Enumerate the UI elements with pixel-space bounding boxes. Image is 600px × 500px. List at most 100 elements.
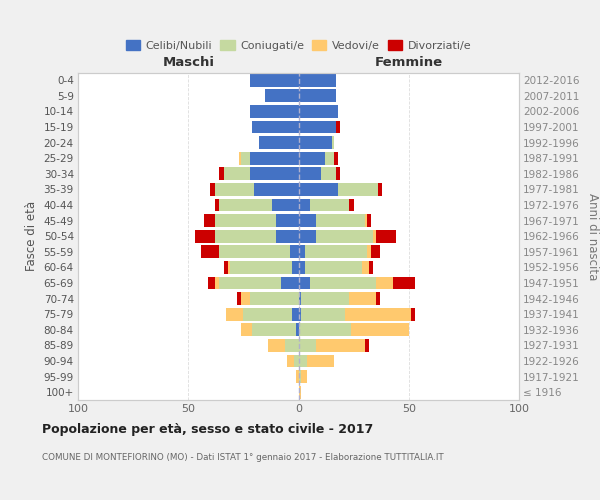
Bar: [208, 276, 215, 289]
Bar: [252, 324, 296, 336]
Bar: [265, 90, 299, 102]
Bar: [277, 214, 299, 227]
Bar: [219, 246, 290, 258]
Bar: [305, 261, 362, 274]
Bar: [219, 198, 272, 211]
Bar: [371, 246, 380, 258]
Bar: [195, 230, 215, 242]
Bar: [332, 136, 334, 149]
Bar: [250, 168, 299, 180]
Bar: [290, 246, 299, 258]
Bar: [310, 276, 376, 289]
Bar: [254, 183, 299, 196]
Bar: [376, 230, 395, 242]
Bar: [365, 339, 369, 352]
Bar: [349, 292, 376, 305]
Bar: [367, 246, 371, 258]
Bar: [336, 168, 340, 180]
Bar: [285, 339, 299, 352]
Bar: [250, 292, 299, 305]
Bar: [320, 168, 336, 180]
Bar: [369, 261, 373, 274]
Bar: [296, 370, 299, 383]
Bar: [277, 230, 299, 242]
Bar: [244, 308, 292, 320]
Bar: [301, 292, 349, 305]
Bar: [299, 74, 336, 86]
Bar: [336, 120, 340, 134]
Bar: [367, 214, 371, 227]
Bar: [211, 183, 215, 196]
Bar: [237, 292, 241, 305]
Bar: [349, 198, 353, 211]
Bar: [338, 183, 378, 196]
Bar: [305, 246, 367, 258]
Bar: [299, 136, 332, 149]
Bar: [228, 261, 230, 274]
Bar: [352, 324, 409, 336]
Bar: [411, 308, 415, 320]
Bar: [316, 230, 373, 242]
Bar: [299, 105, 338, 118]
Bar: [224, 168, 250, 180]
Bar: [373, 230, 376, 242]
Bar: [287, 354, 294, 368]
Bar: [299, 324, 352, 336]
Bar: [241, 152, 250, 164]
Bar: [316, 214, 365, 227]
Y-axis label: Anni di nascita: Anni di nascita: [586, 192, 599, 280]
Bar: [299, 354, 307, 368]
Bar: [292, 261, 299, 274]
Bar: [310, 198, 349, 211]
Bar: [226, 308, 244, 320]
Bar: [299, 120, 336, 134]
Text: Maschi: Maschi: [162, 56, 214, 70]
Bar: [365, 214, 367, 227]
Bar: [299, 198, 310, 211]
Bar: [299, 276, 310, 289]
Bar: [301, 370, 307, 383]
Bar: [215, 214, 277, 227]
Bar: [292, 308, 299, 320]
Text: COMUNE DI MONTEFIORINO (MO) - Dati ISTAT 1° gennaio 2017 - Elaborazione TUTTITAL: COMUNE DI MONTEFIORINO (MO) - Dati ISTAT…: [42, 452, 444, 462]
Bar: [219, 276, 281, 289]
Bar: [272, 198, 299, 211]
Bar: [202, 246, 219, 258]
Bar: [307, 354, 334, 368]
Bar: [299, 246, 305, 258]
Bar: [299, 308, 301, 320]
Bar: [299, 370, 301, 383]
Bar: [215, 183, 254, 196]
Bar: [241, 324, 252, 336]
Bar: [219, 168, 224, 180]
Bar: [376, 276, 394, 289]
Bar: [316, 339, 365, 352]
Bar: [224, 261, 228, 274]
Bar: [334, 152, 338, 164]
Bar: [250, 105, 299, 118]
Bar: [394, 276, 415, 289]
Bar: [301, 308, 345, 320]
Bar: [250, 74, 299, 86]
Bar: [345, 308, 411, 320]
Text: Popolazione per età, sesso e stato civile - 2017: Popolazione per età, sesso e stato civil…: [42, 422, 373, 436]
Bar: [252, 120, 299, 134]
Bar: [362, 261, 369, 274]
Y-axis label: Fasce di età: Fasce di età: [25, 201, 38, 272]
Bar: [299, 168, 320, 180]
Bar: [299, 339, 316, 352]
Bar: [299, 386, 301, 398]
Bar: [268, 339, 285, 352]
Bar: [215, 276, 219, 289]
Bar: [239, 152, 241, 164]
Bar: [299, 214, 316, 227]
Bar: [378, 183, 382, 196]
Bar: [299, 183, 338, 196]
Bar: [296, 324, 299, 336]
Bar: [299, 90, 336, 102]
Bar: [203, 214, 215, 227]
Bar: [241, 292, 250, 305]
Bar: [259, 136, 299, 149]
Bar: [299, 230, 316, 242]
Legend: Celibi/Nubili, Coniugati/e, Vedovi/e, Divorziati/e: Celibi/Nubili, Coniugati/e, Vedovi/e, Di…: [121, 36, 476, 55]
